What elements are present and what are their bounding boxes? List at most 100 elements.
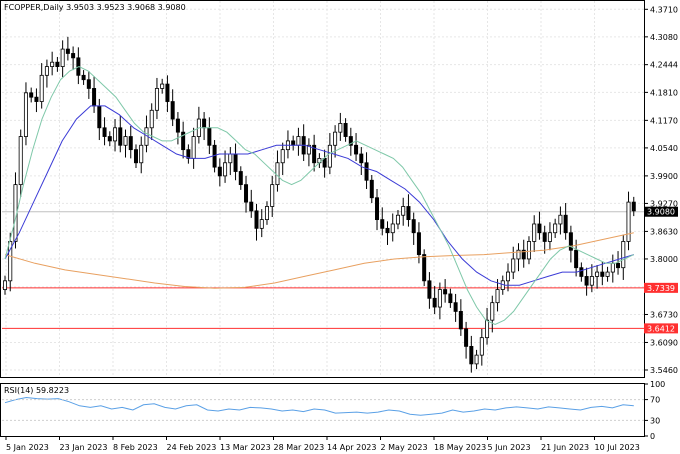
candle-bull: [479, 337, 484, 356]
candle-bear: [244, 184, 249, 203]
candle-bull: [296, 136, 301, 146]
price-tick-label: 4.0540: [650, 144, 678, 153]
candle-bear: [322, 157, 327, 168]
candle-bull: [60, 48, 65, 67]
candle-bear: [568, 232, 573, 251]
candle-bear: [432, 297, 437, 308]
candle-bear: [92, 88, 97, 107]
grid-lines: [2, 1, 644, 377]
candle-bull: [605, 271, 610, 277]
candle-bear: [369, 179, 374, 199]
candle-bull: [8, 241, 13, 282]
rsi-series: [4, 396, 634, 416]
candle-bull: [139, 144, 144, 164]
date-tick-label: 24 Feb 2023: [167, 443, 217, 452]
date-tick-label: 14 Apr 2023: [327, 443, 376, 452]
candle-bull: [437, 289, 442, 308]
candle-bull: [547, 232, 552, 242]
date-tick-label: 21 Jun 2023: [541, 443, 589, 452]
candle-bull: [191, 136, 196, 159]
price-tick-label: 4.3710: [650, 5, 678, 14]
candle-bear: [616, 262, 621, 269]
price-tick-label: 3.5460: [650, 366, 678, 375]
candle-bear: [631, 201, 636, 212]
candle-bear: [254, 210, 259, 229]
candle-bear: [165, 83, 170, 102]
candle-bull: [23, 92, 28, 137]
candle-bear: [128, 136, 133, 151]
date-tick-label: 2 May 2023: [381, 443, 428, 452]
candle-bear: [202, 118, 207, 129]
rsi-pane-frame: [0, 383, 645, 437]
candle-bear: [238, 171, 243, 186]
rsi-tick-label: 0: [650, 432, 655, 441]
candle-bull: [474, 354, 479, 365]
candle-bear: [65, 48, 70, 54]
candle-bull: [511, 258, 516, 273]
candle-bear: [175, 118, 180, 133]
price-badges: 3.9080 3.7339 3.6412: [644, 206, 678, 334]
candle-bull: [553, 223, 558, 234]
candle-bear: [81, 74, 86, 81]
candle-bull: [495, 289, 500, 304]
candle-bear: [563, 214, 568, 234]
candle-bull: [149, 109, 154, 129]
candle-bear: [312, 144, 317, 164]
price-tick-label: 3.9900: [650, 172, 678, 181]
candle-bear: [71, 53, 76, 59]
date-tick-label: 10 Jul 2023: [595, 443, 640, 452]
current-price-badge-text: 3.9080: [647, 208, 675, 217]
candle-bull: [270, 184, 275, 207]
candle-bull: [401, 206, 406, 216]
candle-bull: [485, 319, 490, 339]
candle-bull: [123, 136, 128, 146]
candle-bear: [458, 311, 463, 330]
price-tick-label: 4.1810: [650, 88, 678, 97]
candle-bear: [406, 206, 411, 221]
price-scale: 4.3710 4.3080 4.2444 4.1810 4.1170 4.0540 3.99…: [644, 5, 678, 375]
candle-bear: [186, 149, 191, 159]
candle-bull: [306, 144, 311, 155]
candle-bull: [223, 162, 228, 177]
candle-bear: [542, 232, 547, 242]
price-tick-label: 4.3080: [650, 33, 678, 42]
horizontal-levels[interactable]: [2, 211, 644, 329]
candle-bull: [160, 83, 165, 89]
candle-bear: [448, 293, 453, 304]
candle-bull: [558, 214, 563, 225]
candle-bear: [453, 302, 458, 312]
candle-bear: [343, 123, 348, 137]
candle-bear: [249, 201, 254, 212]
candle-bull: [3, 280, 8, 290]
candle-bull: [490, 302, 495, 321]
level1-badge-text: 3.7339: [647, 284, 675, 293]
rsi-scale: 100 70 30 0: [2, 380, 665, 441]
candle-bear: [233, 153, 238, 172]
rsi-line: [4, 396, 634, 416]
candle-bear: [29, 92, 34, 98]
date-tick-label: 18 May 2023: [434, 443, 486, 452]
rsi-tick-label: 70: [650, 396, 660, 405]
candle-bear: [600, 271, 605, 277]
candle-bear: [348, 136, 353, 146]
candle-bull: [327, 144, 332, 168]
candle-bear: [443, 289, 448, 295]
candle-bear: [181, 131, 186, 151]
main-pane-frame: [0, 0, 645, 378]
candle-bull: [18, 136, 23, 186]
candle-bear: [207, 127, 212, 146]
symbol-info: FCOPPER,Daily 3.9503 3.9523 3.9068 3.908…: [4, 3, 186, 12]
candle-bear: [385, 227, 390, 234]
candle-bear: [354, 144, 359, 155]
candle-bull: [395, 214, 400, 225]
candle-bear: [102, 127, 107, 137]
candle-bear: [584, 276, 589, 286]
candle-bull: [589, 276, 594, 286]
candle-bear: [291, 140, 296, 146]
candle-bear: [86, 79, 91, 89]
candle-bear: [359, 153, 364, 164]
candle-bull: [44, 66, 49, 76]
candle-bear: [574, 249, 579, 269]
ma-fast-line: [4, 66, 635, 326]
